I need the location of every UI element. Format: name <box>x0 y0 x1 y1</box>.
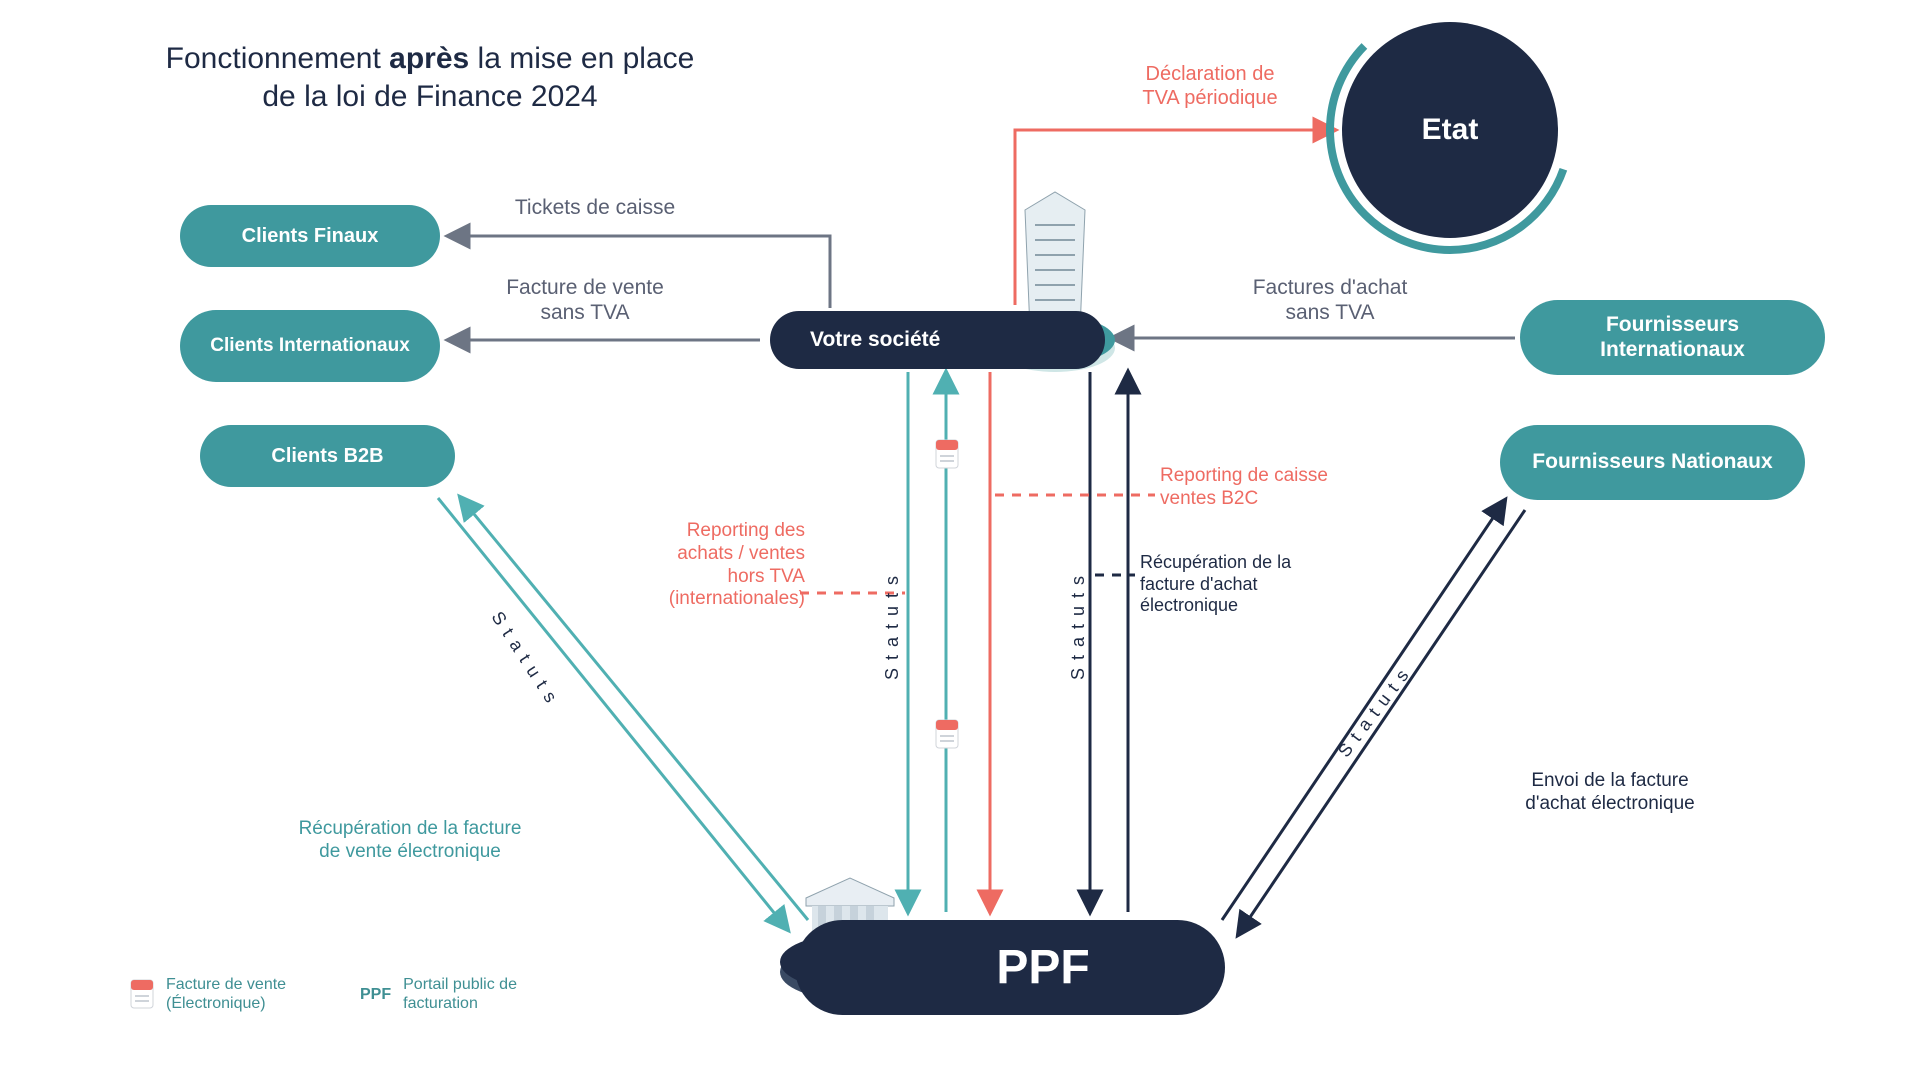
building-icon <box>1025 192 1085 330</box>
node-etat: Etat <box>1342 22 1558 238</box>
doc-icon <box>130 979 154 1009</box>
statuts-3: Statuts <box>1068 568 1089 680</box>
node-fourn-nat: Fournisseurs Nationaux <box>1500 425 1805 500</box>
title-line1a: Fonctionnement <box>166 42 389 75</box>
statuts-1: Statuts <box>487 608 566 713</box>
statuts-2: Statuts <box>882 568 903 680</box>
lbl-recup-achat: Récupération de la facture d'achat élect… <box>1140 552 1370 617</box>
node-clients-b2b: Clients B2B <box>200 425 455 487</box>
lbl-tickets: Tickets de caisse <box>470 195 720 220</box>
lbl-facture-vente: Facture de vente sans TVA <box>455 275 715 325</box>
diagram-edges <box>0 0 1920 1080</box>
node-clients-intl: Clients Internationaux <box>180 310 440 382</box>
legend-item-2: PPF Portail public de facturation <box>360 975 517 1013</box>
node-clients-finaux: Clients Finaux <box>180 205 440 267</box>
title-line1b: la mise en place <box>469 42 694 75</box>
title-line2: de la loi de Finance 2024 <box>262 80 597 113</box>
doc-icon-1 <box>936 440 958 468</box>
legend-1-label: Facture de vente (Électronique) <box>166 975 286 1013</box>
lbl-report-b2c: Reporting de caisse ventes B2C <box>1160 465 1400 511</box>
doc-icon-2 <box>936 720 958 748</box>
legend-2-key: PPF <box>360 985 391 1004</box>
lbl-report-intl: Reporting des achats / ventes hors TVA (… <box>595 520 805 611</box>
legend-item-1: Facture de vente (Électronique) <box>130 975 286 1013</box>
lbl-facture-achat: Factures d'achat sans TVA <box>1190 275 1470 325</box>
lbl-recup-vente: Récupération de la facture de vente élec… <box>245 818 575 864</box>
node-societe: Votre société <box>770 311 1105 369</box>
diagram-title: Fonctionnement après la mise en place de… <box>120 40 740 115</box>
node-fourn-intl: Fournisseurs Internationaux <box>1520 300 1825 375</box>
lbl-envoi-achat: Envoi de la facture d'achat électronique <box>1460 770 1760 816</box>
title-bold: après <box>389 42 469 75</box>
lbl-decl-tva: Déclaration de TVA périodique <box>1095 62 1325 110</box>
statuts-4: Statuts <box>1334 659 1418 761</box>
node-ppf: PPF <box>795 920 1225 1015</box>
legend-2-val: Portail public de facturation <box>403 975 517 1013</box>
